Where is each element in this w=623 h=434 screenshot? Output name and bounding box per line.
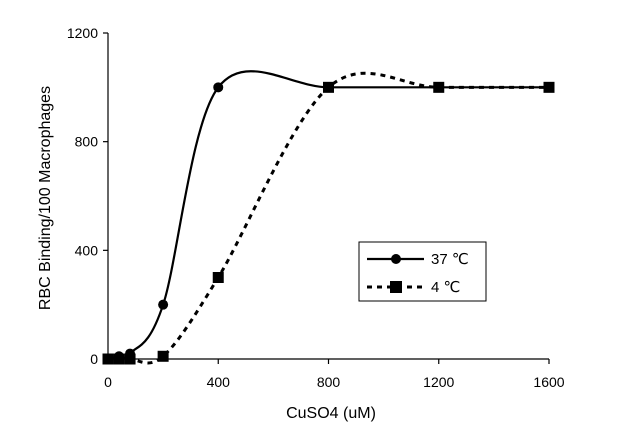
- data-point: [212, 272, 224, 283]
- legend-label-37c: 37 ℃: [431, 251, 469, 268]
- legend: 37 ℃ 4 ℃: [358, 241, 487, 302]
- data-point: [102, 353, 114, 365]
- series-line: [108, 71, 549, 365]
- y-tick-label: 400: [75, 242, 99, 258]
- data-point: [158, 299, 169, 310]
- data-point: [323, 81, 334, 93]
- legend-marker-4c: [390, 281, 402, 293]
- series-layer: [102, 70, 555, 365]
- data-point: [113, 353, 125, 365]
- legend-box: [358, 241, 487, 302]
- y-ticks: 0 400 800 1200: [67, 25, 108, 367]
- data-point: [213, 82, 224, 93]
- data-point: [124, 353, 136, 365]
- legend-marker-37c: [391, 254, 401, 264]
- x-ticks: 0 400 800 1200 1600: [104, 359, 565, 390]
- x-tick-label: 0: [104, 374, 112, 390]
- y-tick-label: 1200: [67, 25, 98, 41]
- series-4c: [102, 71, 555, 365]
- x-tick-label: 400: [207, 374, 231, 390]
- x-tick-label: 1600: [533, 374, 564, 390]
- y-axis-title: RBC Binding/100 Macrophages: [37, 86, 54, 310]
- data-point: [543, 81, 555, 93]
- series-line: [107, 70, 549, 361]
- x-tick-label: 800: [317, 374, 341, 390]
- x-tick-label: 1200: [423, 374, 454, 390]
- series-37c: [103, 70, 554, 364]
- data-point: [433, 81, 445, 93]
- legend-label-4c: 4 ℃: [431, 279, 460, 296]
- y-tick-label: 0: [90, 351, 98, 367]
- data-point: [157, 350, 169, 362]
- axes: 0 400 800 1200 1600 0 400 800 1200: [67, 25, 565, 390]
- y-tick-label: 800: [75, 134, 99, 150]
- x-axis-title: CuSO4 (uM): [286, 405, 376, 422]
